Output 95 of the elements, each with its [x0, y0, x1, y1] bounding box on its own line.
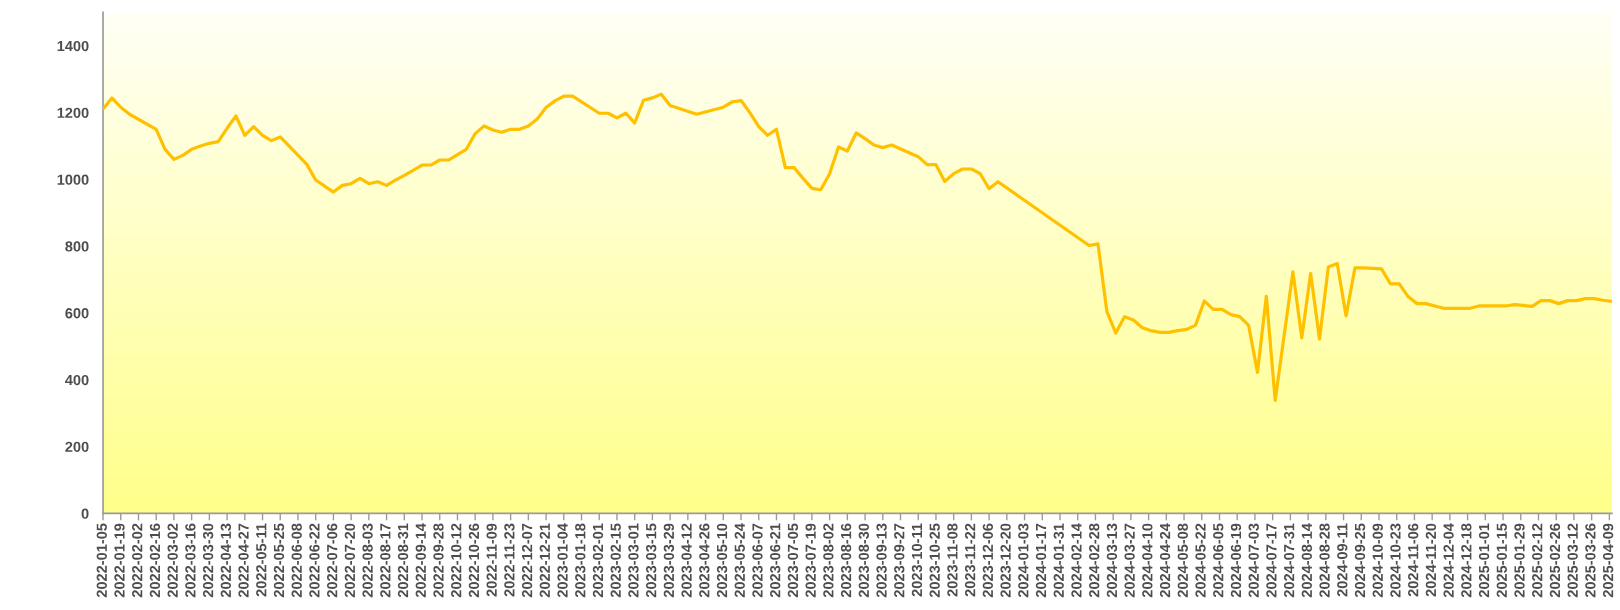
- x-tick-label: 2023-11-22: [964, 523, 976, 597]
- x-tick-label: 2023-01-04: [557, 523, 568, 598]
- x-tick-label: 2022-08-03: [362, 523, 373, 598]
- x-tick-label: 2024-12-18: [1461, 523, 1472, 598]
- y-tick-label: 800: [65, 241, 89, 252]
- x-tick-label: 2023-08-16: [840, 523, 852, 598]
- x-tick-label: 2022-12-21: [539, 523, 550, 598]
- y-tick-label: 1400: [57, 40, 89, 52]
- x-tick-label: 2023-12-06: [982, 523, 994, 598]
- x-tick-label: 2024-10-09: [1372, 523, 1383, 598]
- x-tick-label: 2025-01-29: [1514, 523, 1525, 598]
- x-tick-label: 2023-05-24: [734, 523, 745, 598]
- x-tick-label: 2023-07-19: [805, 523, 816, 598]
- x-tick-label: 2024-03-27: [1124, 523, 1135, 598]
- x-tick-label: 2023-07-05: [787, 523, 799, 598]
- x-tick-label: 2022-04-13: [220, 523, 232, 598]
- x-tick-label: 2022-08-31: [397, 523, 409, 598]
- x-tick-label: 2024-04-24: [1159, 523, 1171, 598]
- x-tick-label: 2022-03-02: [167, 523, 178, 598]
- x-tick-label: 2024-09-11: [1337, 523, 1348, 597]
- y-tick-label: 0: [81, 508, 89, 519]
- x-tick-label: 2023-08-30: [858, 523, 869, 598]
- x-tick-label: 2024-01-17: [1035, 523, 1047, 598]
- x-tick-label: 2025-03-12: [1567, 523, 1578, 598]
- x-tick-label: 2022-12-07: [521, 523, 533, 598]
- x-tick-label: 2023-12-20: [1000, 523, 1011, 598]
- x-tick-label: 2024-02-28: [1089, 523, 1100, 598]
- x-tick-label: 2024-02-14: [1071, 523, 1082, 598]
- y-tick-label: 1000: [57, 174, 89, 185]
- x-tick-label: 2023-03-01: [628, 523, 639, 598]
- x-tick-label: 2025-01-15: [1496, 523, 1507, 598]
- x-tick-label: 2023-09-13: [876, 523, 887, 598]
- x-tick-label: 2023-10-11: [911, 523, 923, 597]
- x-tick-label: 2024-01-03: [1018, 523, 1029, 598]
- x-tick-label: 2022-07-06: [327, 523, 338, 598]
- y-tick-label: 600: [65, 308, 89, 319]
- x-tick-label: 2024-01-31: [1053, 523, 1064, 598]
- x-tick-label: 2022-05-25: [273, 523, 285, 598]
- x-tick-label: 2024-10-23: [1390, 523, 1401, 598]
- x-tick-label: 2023-02-01: [592, 523, 604, 598]
- x-tick-label: 2022-01-05: [96, 523, 107, 598]
- y-tick-label: 1200: [57, 107, 89, 119]
- x-tick-label: 2022-05-11: [256, 523, 267, 597]
- y-tick-label: 200: [65, 441, 89, 452]
- y-tick-label: 400: [65, 374, 89, 386]
- x-tick-label: 2024-07-03: [1248, 523, 1259, 598]
- x-tick-label: 2023-04-12: [681, 523, 692, 598]
- x-tick-label: 2024-07-31: [1283, 523, 1295, 598]
- x-tick-label: 2023-08-02: [823, 523, 834, 598]
- x-tick-label: 2024-08-14: [1301, 523, 1313, 598]
- x-tick-label: 2022-09-28: [433, 523, 444, 598]
- x-tick-label: 2023-06-07: [752, 523, 763, 598]
- x-tick-label: 2023-01-18: [575, 523, 586, 598]
- x-tick-label: 2024-06-19: [1230, 523, 1242, 598]
- x-tick-label: 2022-09-14: [415, 523, 426, 598]
- x-tick-label: 2022-11-09: [486, 523, 497, 597]
- x-tick-label: 2023-05-10: [716, 523, 728, 598]
- x-tick-label: 2022-01-19: [114, 523, 125, 598]
- x-tick-label: 2022-04-27: [238, 523, 249, 598]
- x-tick-label: 2024-05-08: [1177, 523, 1188, 598]
- x-tick-label: 2024-06-05: [1213, 523, 1224, 598]
- x-tick-label: 2023-04-26: [699, 523, 710, 598]
- x-tick-label: 2024-11-06: [1408, 523, 1419, 597]
- x-tick-label: 2023-10-25: [929, 523, 940, 598]
- x-tick-label: 2022-06-22: [309, 523, 320, 598]
- x-tick-label: 2022-02-02: [132, 523, 143, 598]
- x-tick-label: 2024-05-22: [1195, 523, 1206, 598]
- x-tick-label: 2024-11-20: [1425, 523, 1437, 597]
- x-tick-label: 2022-11-23: [504, 523, 515, 597]
- x-tick-label: 2023-11-08: [947, 523, 958, 597]
- x-tick-label: 2024-04-10: [1142, 523, 1153, 598]
- x-tick-label: 2024-09-25: [1354, 523, 1366, 598]
- x-tick-label: 2022-10-26: [468, 523, 480, 598]
- x-tick-label: 2024-03-13: [1106, 523, 1118, 598]
- x-tick-label: 2022-03-30: [202, 523, 214, 598]
- x-tick-label: 2023-06-21: [770, 523, 781, 598]
- x-tick-label: 2023-03-29: [663, 523, 675, 598]
- x-tick-label: 2023-02-15: [610, 523, 621, 598]
- x-tick-label: 2022-06-08: [291, 523, 302, 598]
- x-tick-label: 2022-03-16: [185, 523, 196, 598]
- x-tick-label: 2025-02-26: [1549, 523, 1561, 598]
- x-tick-label: 2025-02-12: [1532, 523, 1543, 598]
- x-tick-label: 2023-09-27: [894, 523, 905, 598]
- x-tick-label: 2024-12-04: [1443, 523, 1454, 598]
- x-tick-label: 2022-08-17: [380, 523, 391, 598]
- line-series: [103, 92, 1612, 403]
- x-tick-label: 2025-03-26: [1585, 523, 1596, 598]
- x-tick-label: 2023-03-15: [645, 523, 657, 598]
- x-tick-label: 2022-10-12: [451, 523, 462, 598]
- x-tick-label: 2025-04-09: [1602, 523, 1614, 598]
- x-tick-label: 2022-02-16: [149, 523, 161, 598]
- x-tick-label: 2024-08-28: [1319, 523, 1330, 598]
- x-tick-label: 2024-07-17: [1266, 523, 1277, 598]
- x-tick-label: 2025-01-01: [1478, 523, 1490, 598]
- x-tick-label: 2022-07-20: [344, 523, 356, 598]
